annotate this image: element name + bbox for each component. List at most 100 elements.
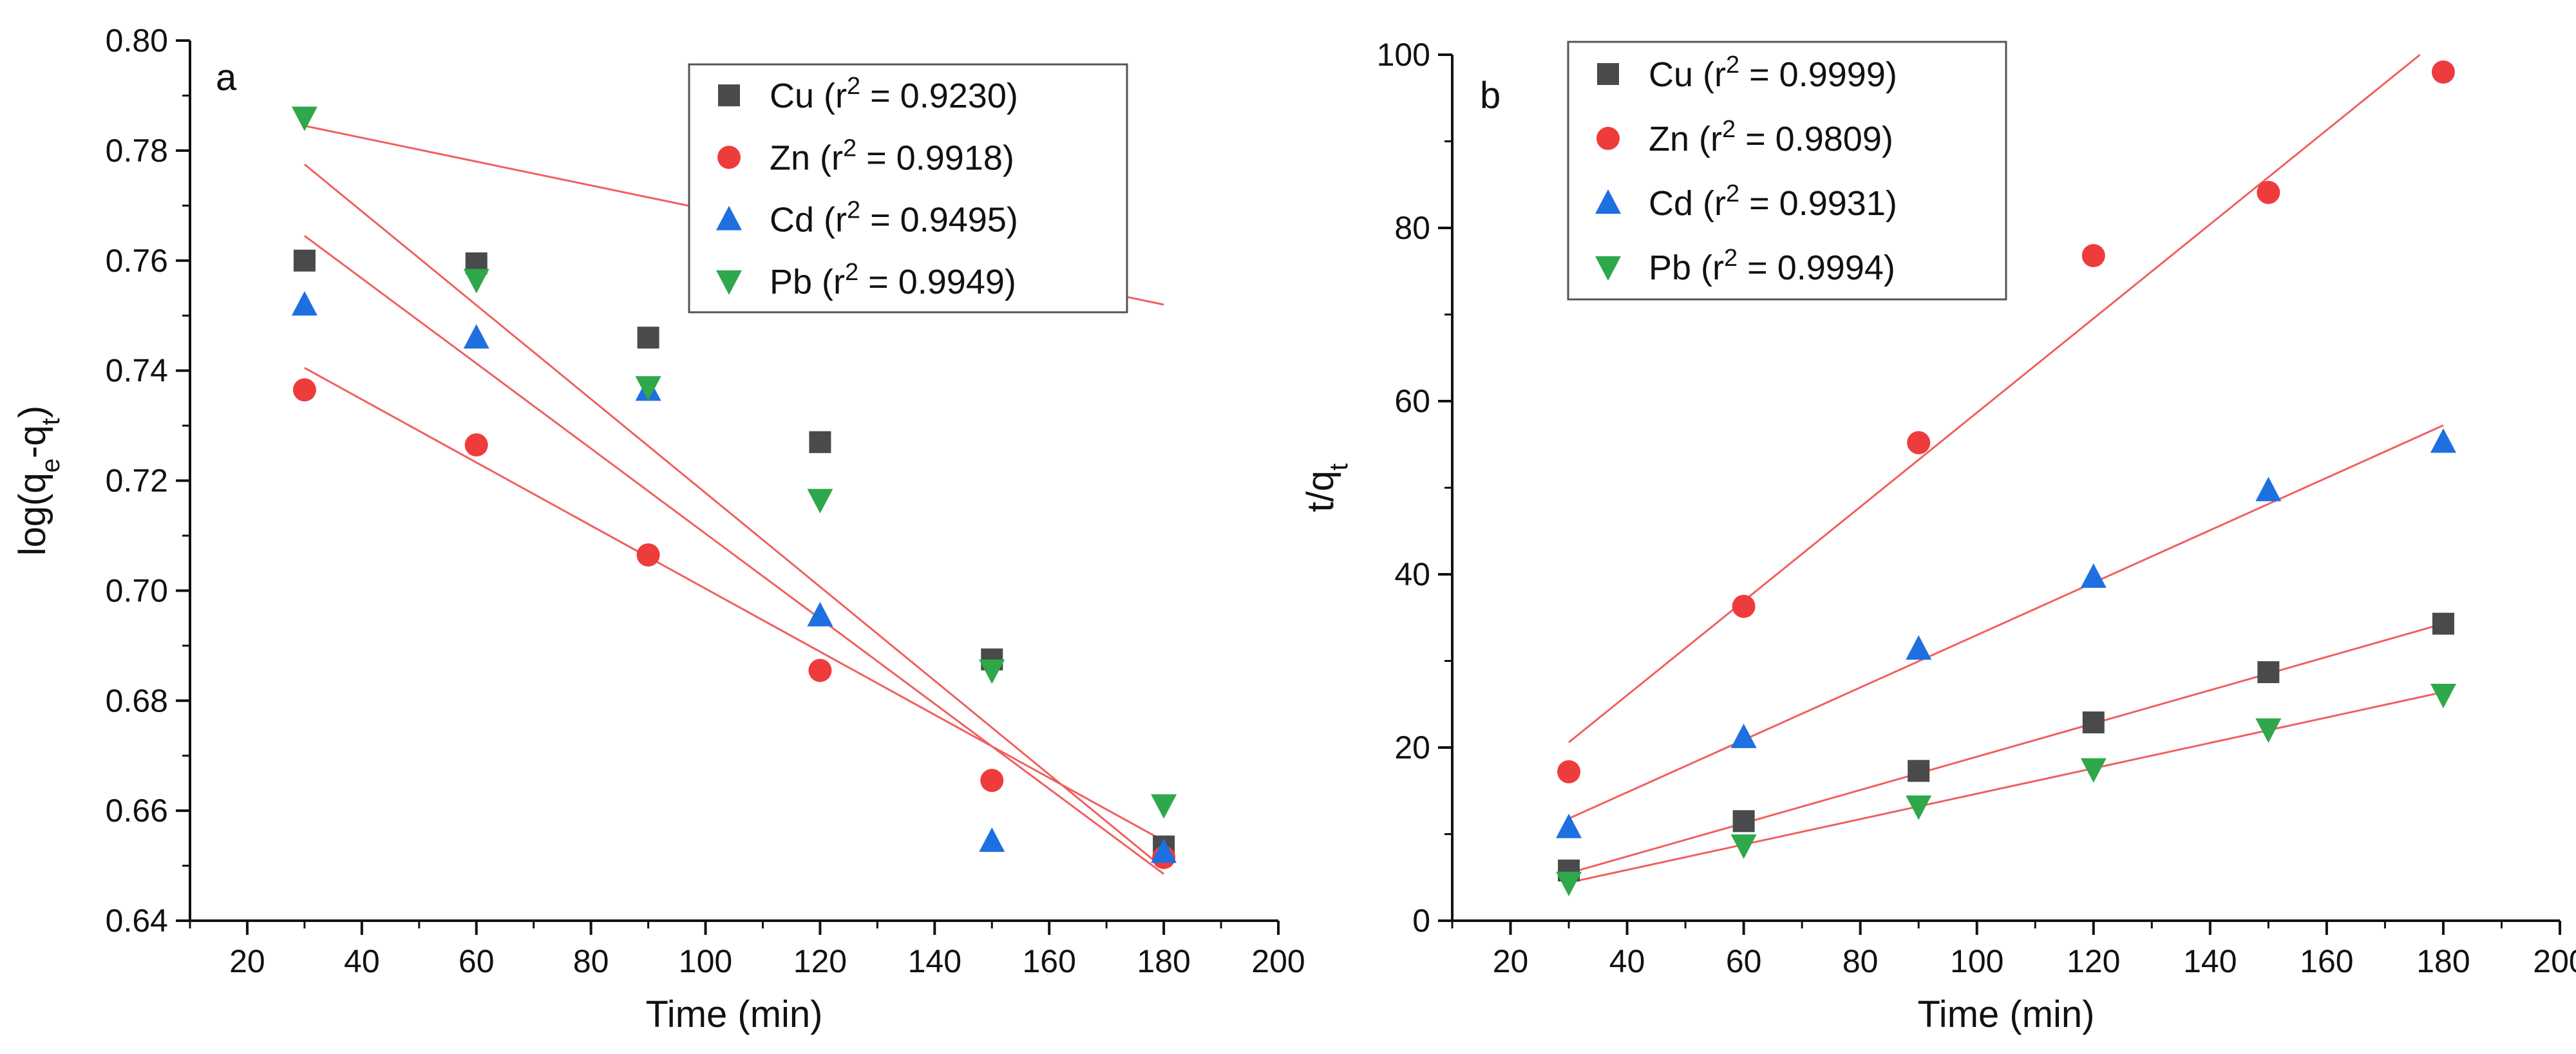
y-tick-label: 40	[1394, 556, 1430, 592]
data-point-pb	[1556, 871, 1582, 896]
legend-label-part: = 0.9999)	[1739, 55, 1897, 94]
y-axis-title-subscript: t	[37, 418, 65, 425]
x-tick-label: 120	[793, 943, 847, 979]
y-tick-label: 0.68	[106, 682, 168, 719]
x-tick-label: 180	[2416, 943, 2470, 979]
data-point-pb	[291, 106, 317, 131]
data-point-cu	[809, 431, 831, 453]
y-axis-title-part: )	[12, 406, 53, 418]
x-tick-label: 200	[2533, 943, 2576, 979]
x-tick-label: 120	[2067, 943, 2120, 979]
x-tick-label: 140	[2183, 943, 2237, 979]
data-point-pb	[635, 376, 661, 401]
legend-label-cd: Cd (r2 = 0.9931)	[1649, 180, 1897, 223]
legend-label-part: = 0.9994)	[1738, 249, 1895, 287]
legend-label-part: Pb (r	[1649, 249, 1724, 287]
legend-marker-zn	[1596, 127, 1620, 150]
legend-label-pb: Pb (r2 = 0.9949)	[770, 259, 1016, 301]
legend-label-part: = 0.9949)	[858, 263, 1016, 301]
x-tick-label: 60	[459, 943, 495, 979]
data-point-zn	[980, 769, 1004, 793]
legend-label-cd: Cd (r2 = 0.9495)	[770, 197, 1018, 240]
legend-label-cu: Cu (r2 = 0.9230)	[770, 73, 1018, 115]
legend-label-part: = 0.9918)	[857, 138, 1014, 177]
data-point-cd	[1151, 838, 1177, 863]
x-tick-label: 100	[1950, 943, 2003, 979]
y-tick-label: 0	[1412, 903, 1430, 939]
legend-label-cu: Cu (r2 = 0.9999)	[1649, 52, 1897, 94]
data-point-cu	[2082, 711, 2105, 733]
legend-label-part: Cu (r	[1649, 55, 1726, 94]
legend-marker-cd	[716, 205, 742, 231]
y-tick-label: 60	[1394, 383, 1430, 419]
data-point-pb	[463, 268, 489, 294]
data-point-cd	[1730, 723, 1757, 748]
data-point-cd	[979, 827, 1005, 852]
legend-label-part: = 0.9809)	[1736, 120, 1893, 158]
data-point-cu	[293, 249, 316, 272]
x-tick-label: 60	[1726, 943, 1762, 979]
x-tick-label: 40	[1609, 943, 1645, 979]
legend-marker-cu	[1597, 63, 1619, 85]
legend-label-part: Pb (r	[770, 263, 845, 301]
legend-label-superscript: 2	[847, 197, 860, 224]
legend-label-superscript: 2	[1726, 180, 1739, 207]
fit-line-cd	[304, 235, 1164, 875]
data-point-cd	[807, 601, 833, 626]
data-point-pb	[2430, 683, 2456, 708]
y-tick-label: 80	[1394, 210, 1430, 246]
data-point-cu	[637, 326, 659, 349]
data-point-pb	[1906, 795, 1932, 820]
y-tick-label: 0.80	[106, 23, 168, 59]
x-tick-label: 200	[1251, 943, 1305, 979]
y-tick-label: 0.76	[106, 243, 168, 279]
legend-label-superscript: 2	[843, 135, 857, 162]
fit-line-cu	[1568, 623, 2444, 874]
legend-label-pb: Pb (r2 = 0.9994)	[1649, 245, 1895, 287]
legend-label-superscript: 2	[847, 73, 860, 100]
legend-label-part: Cd (r	[770, 201, 847, 240]
legend-label-part: = 0.9495)	[860, 201, 1018, 240]
y-tick-label: 0.78	[106, 133, 168, 169]
x-tick-label: 80	[1842, 943, 1879, 979]
fit-line-pb	[1568, 691, 2444, 884]
y-axis-title: t/qt	[1300, 464, 1353, 513]
x-tick-label: 20	[1493, 943, 1529, 979]
legend-label-part: Zn (r	[770, 138, 843, 177]
data-point-pb	[1151, 794, 1177, 819]
legend-marker-cu	[718, 84, 740, 107]
y-axis-title-part: -q	[12, 425, 53, 458]
y-tick-label: 0.72	[106, 463, 168, 499]
x-tick-label: 80	[573, 943, 609, 979]
y-axis-title-subscript: e	[37, 458, 65, 473]
y-tick-label: 20	[1394, 729, 1430, 766]
x-tick-label: 40	[344, 943, 380, 979]
data-point-cd	[1906, 635, 1932, 660]
legend-label-superscript: 2	[1726, 52, 1739, 79]
legend-label-superscript: 2	[1724, 245, 1738, 272]
data-point-zn	[2257, 180, 2280, 204]
fit-line-zn	[1568, 53, 2421, 744]
data-point-zn	[464, 433, 488, 456]
data-point-cd	[2255, 476, 2282, 502]
x-tick-label: 20	[229, 943, 265, 979]
x-tick-label: 180	[1137, 943, 1190, 979]
data-point-zn	[1907, 431, 1931, 455]
x-tick-label: 100	[679, 943, 732, 979]
data-point-pb	[2255, 718, 2282, 743]
data-point-cd	[1556, 813, 1582, 838]
data-point-cu	[2257, 661, 2280, 683]
legend-marker-pb	[716, 270, 742, 295]
data-point-pb	[979, 659, 1005, 684]
legend-label-part: Cu (r	[770, 77, 847, 115]
y-tick-label: 0.70	[106, 572, 168, 608]
x-tick-label: 160	[1022, 943, 1075, 979]
y-tick-label: 0.64	[106, 903, 168, 939]
x-axis-title: Time (min)	[1918, 993, 2095, 1035]
panel-letter: a	[216, 57, 237, 99]
y-axis-title-subscript: t	[1325, 464, 1353, 471]
data-point-zn	[292, 378, 316, 402]
panel-b: 20 40 60 80 100 120 140 160 180 200 0 20 40 60 80 100 Ti…	[1300, 37, 2576, 1035]
legend-box	[688, 63, 1128, 314]
